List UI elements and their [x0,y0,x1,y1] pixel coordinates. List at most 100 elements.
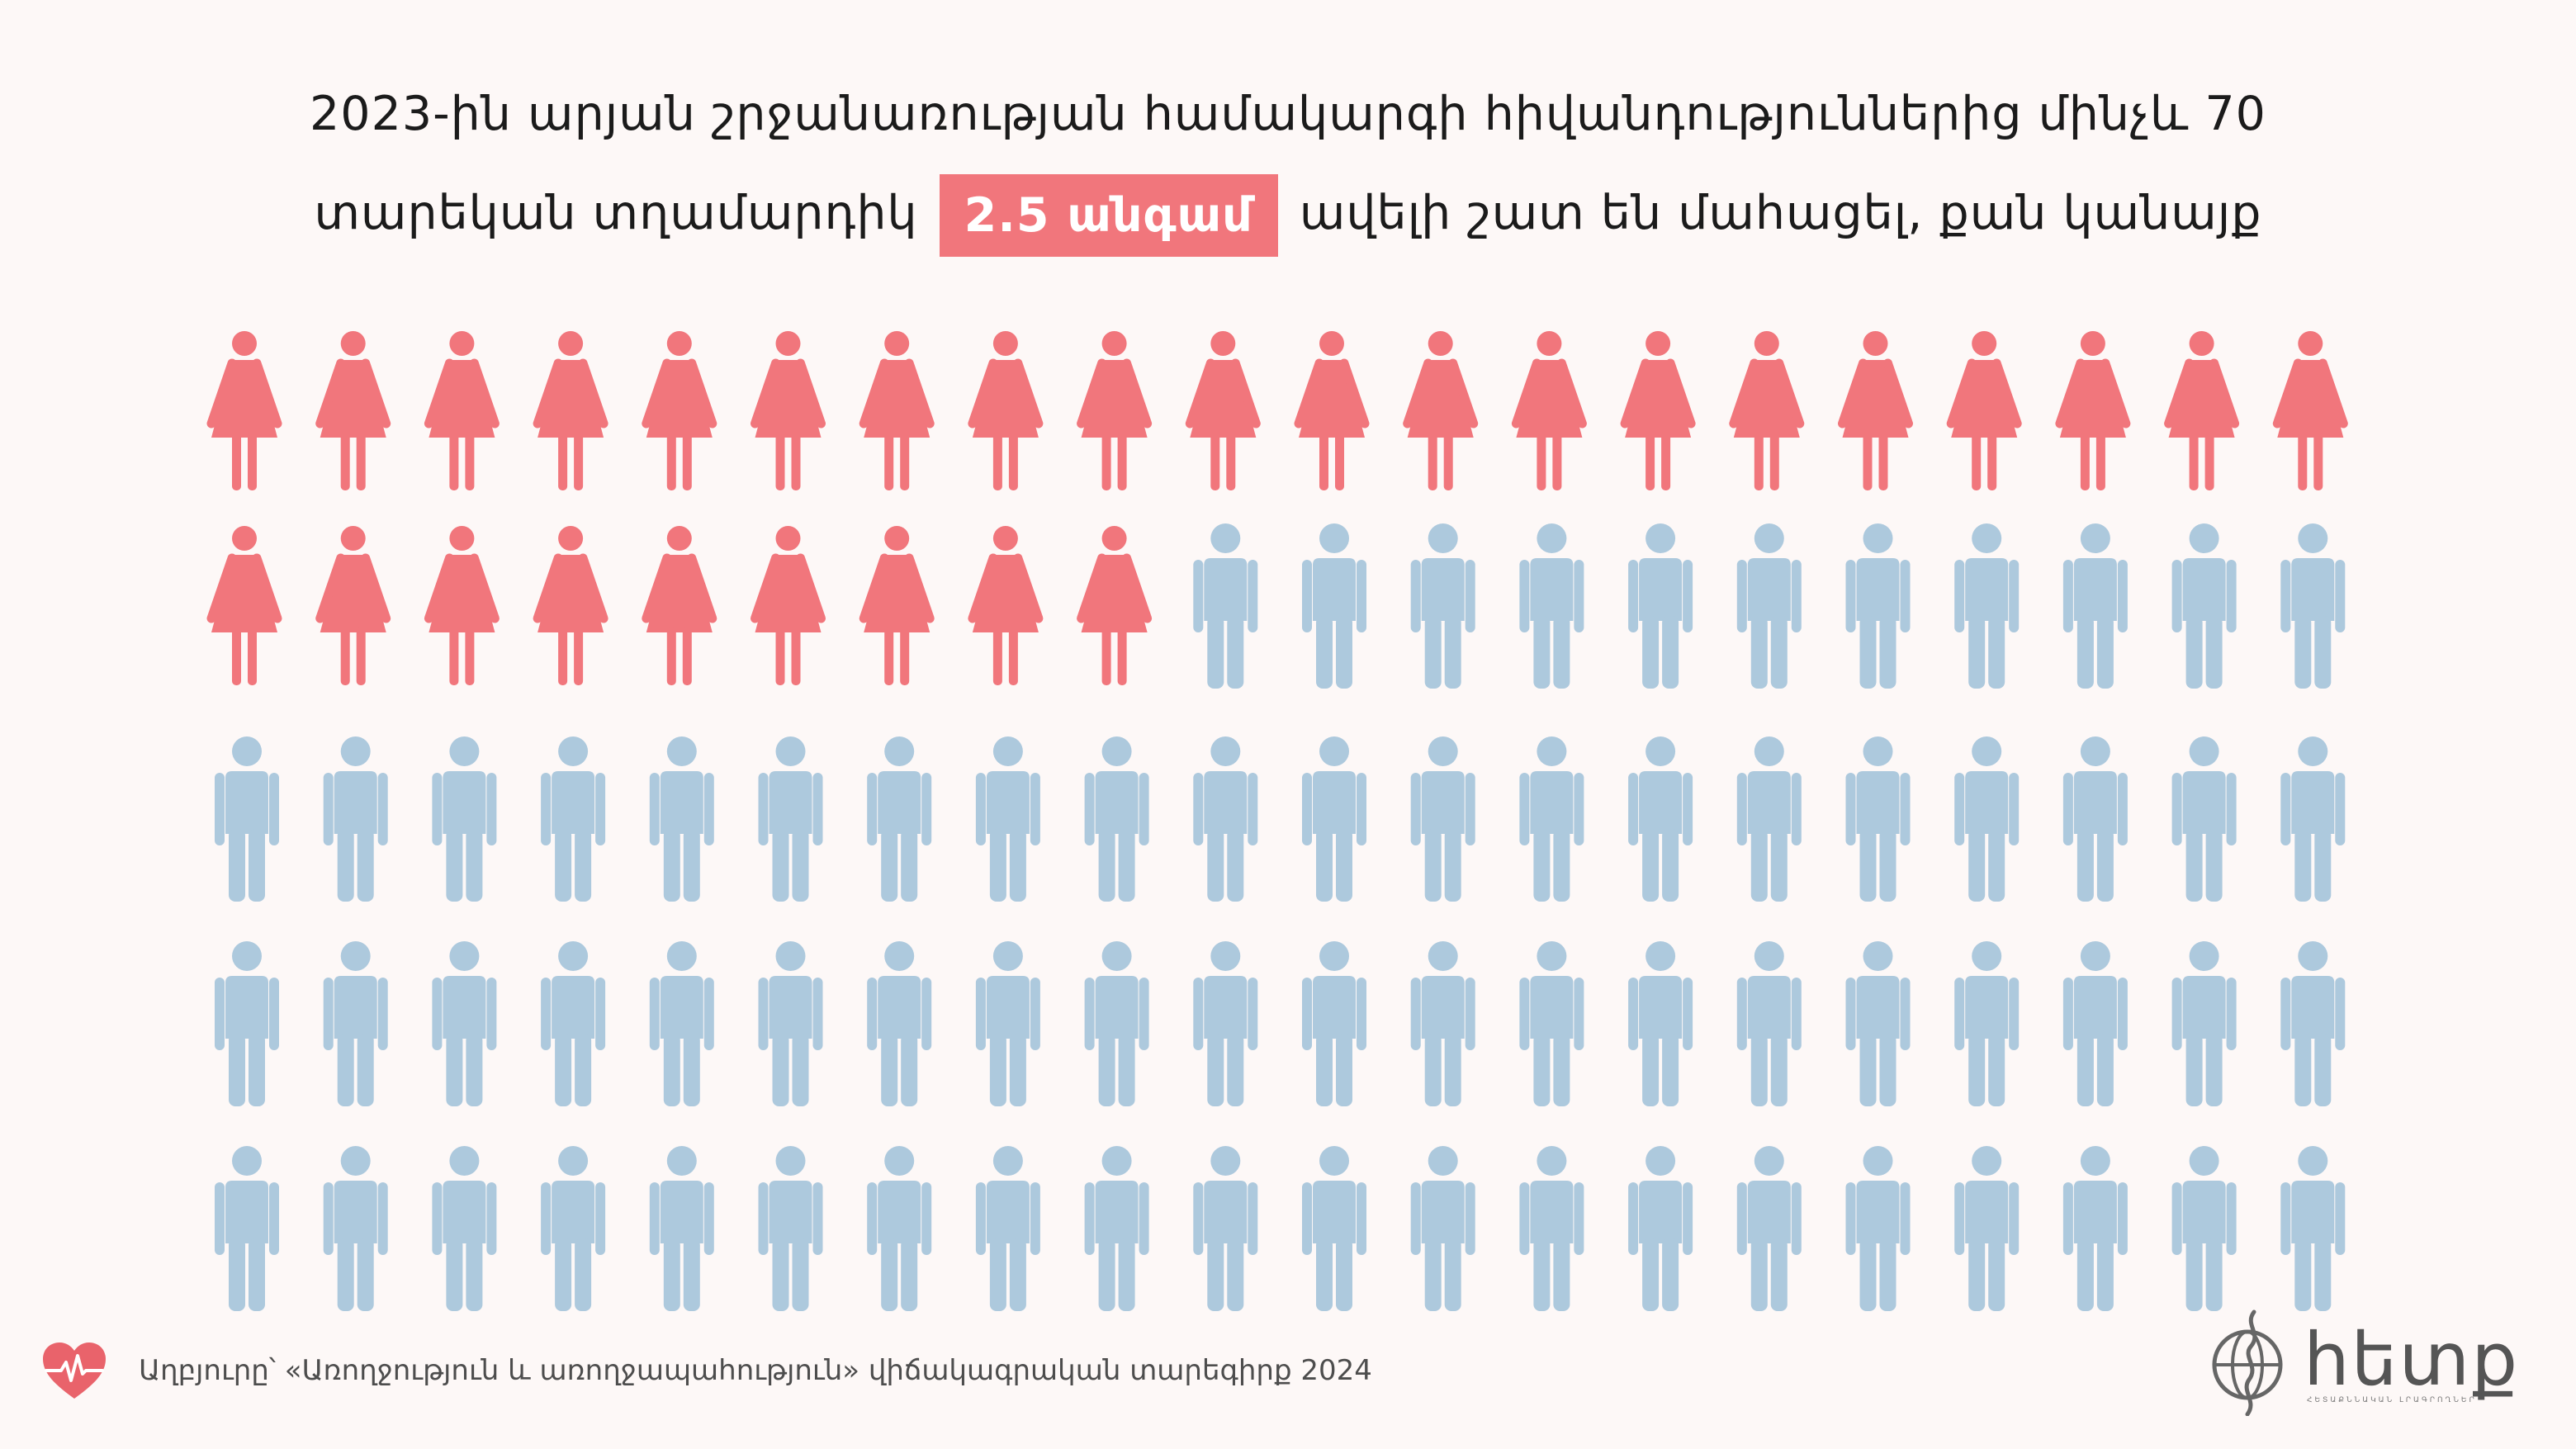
man-icon [2171,736,2237,902]
woman-icon [206,331,282,490]
man-icon [649,1146,714,1311]
man-icon [975,941,1040,1106]
man-icon [2280,523,2346,689]
man-icon [2062,523,2128,689]
headline-line-2-end: ավելի շատ են մահացել, քան կանայք [1299,186,2262,240]
man-icon [323,1146,388,1311]
man-icon [1193,736,1258,902]
woman-icon [751,331,826,490]
woman-icon [424,331,500,490]
man-icon [1954,1146,2020,1311]
man-icon [1628,1146,1693,1311]
woman-icon [1294,331,1370,490]
man-icon [2280,1146,2346,1311]
man-icon [867,941,932,1106]
man-icon [432,736,497,902]
woman-icon [751,526,826,685]
man-icon [1736,1146,1802,1311]
woman-icon [1620,331,1696,490]
woman-icon [859,331,935,490]
man-icon [1519,941,1584,1106]
woman-icon [1838,331,1913,490]
man-icon [1410,941,1475,1106]
man-icon [1736,941,1802,1106]
man-icon [1410,523,1475,689]
man-icon [649,941,714,1106]
man-icon [2171,941,2237,1106]
man-icon [323,736,388,902]
woman-icon [859,526,935,685]
man-icon [1954,736,2020,902]
man-icon [2062,1146,2128,1311]
man-icon [1845,941,1911,1106]
man-icon [1954,941,2020,1106]
man-icon [432,941,497,1106]
footer: Աղբյուրը՝ «Առողջություն և առողջապահությո… [41,1338,1372,1404]
man-icon [1845,736,1911,902]
man-icon [2062,941,2128,1106]
woman-icon [1077,331,1153,490]
man-icon [541,941,606,1106]
man-icon [1628,736,1693,902]
headline-line-2-start: տարեկան տղամարդիկ [314,186,918,240]
heart-pulse-icon [43,1342,106,1399]
man-icon [1084,736,1149,902]
man-icon [215,941,279,1106]
source-note: Աղբյուրը՝ «Առողջություն և առողջապահությո… [139,1354,1372,1387]
woman-icon [1946,331,2022,490]
woman-icon [2164,331,2240,490]
logo-subtitle: ՀԵՏԱՔՆՆԱԿԱՆ ԼՐԱԳՐՈՂՆԵՐ [2307,1396,2477,1404]
woman-icon [642,331,717,490]
woman-icon [1511,331,1587,490]
man-icon [1084,941,1149,1106]
woman-icon [2055,331,2131,490]
man-icon [1628,523,1693,689]
man-icon [2171,1146,2237,1311]
woman-icon [968,526,1044,685]
woman-icon [533,526,608,685]
man-icon [1193,1146,1258,1311]
man-icon [2062,736,2128,902]
man-icon [323,941,388,1106]
man-icon [1519,736,1584,902]
man-icon [1084,1146,1149,1311]
man-icon [1193,941,1258,1106]
man-icon [867,736,932,902]
man-icon [2280,941,2346,1106]
man-icon [215,736,279,902]
man-icon [541,736,606,902]
woman-icon [968,331,1044,490]
man-icon [1193,523,1258,689]
man-icon [1519,1146,1584,1311]
man-icon [758,941,823,1106]
woman-icon [533,331,608,490]
man-icon [1954,523,2020,689]
headline-highlight: 2.5 անգամ [939,174,1278,258]
man-icon [1302,736,1366,902]
woman-icon [1729,331,1805,490]
man-icon [758,1146,823,1311]
man-icon [1302,941,1366,1106]
man-icon [1845,1146,1911,1311]
man-icon [1410,1146,1475,1311]
woman-icon [424,526,500,685]
woman-icon [1185,331,1261,490]
woman-icon [206,526,282,685]
headline-line-1: 2023-ին արյան շրջանառության համակարգի հի… [310,87,2266,141]
headline: 2023-ին արյան շրջանառության համակարգի հի… [0,64,2576,263]
man-icon [2171,523,2237,689]
woman-icon [642,526,717,685]
man-icon [432,1146,497,1311]
man-icon [1736,523,1802,689]
woman-icon [1403,331,1479,490]
man-icon [1410,736,1475,902]
headline-line-2: տարեկան տղամարդիկ 2.5 անգամ ավելի շատ են մ… [0,163,2576,263]
woman-icon [2272,331,2348,490]
logo-text: հետք [2304,1317,2520,1402]
man-icon [975,736,1040,902]
pictogram-chart [206,331,2348,1311]
woman-icon [1077,526,1153,685]
man-icon [758,736,823,902]
globe-logo-icon [2212,1309,2283,1416]
man-icon [649,736,714,902]
